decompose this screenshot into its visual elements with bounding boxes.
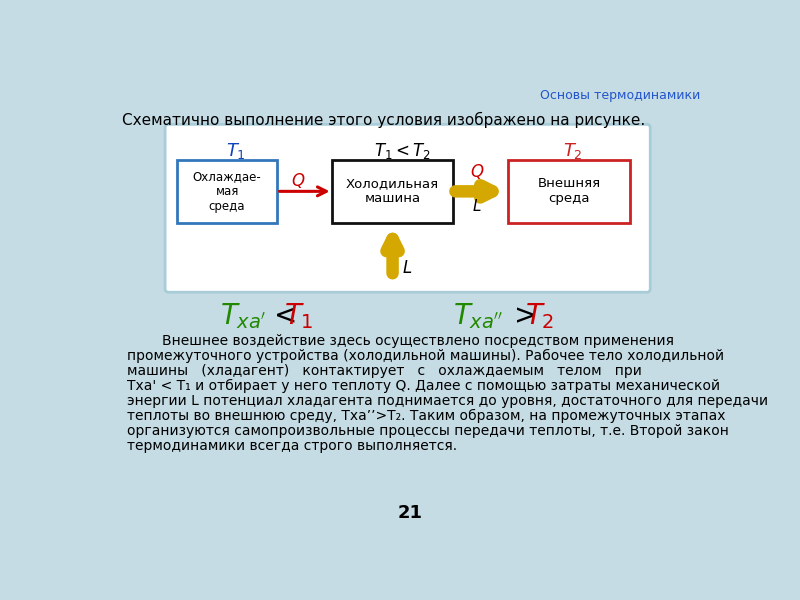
Text: $\mathit{L}$: $\mathit{L}$ — [402, 259, 412, 277]
Text: $\mathit{T}_2$: $\mathit{T}_2$ — [563, 141, 582, 161]
FancyBboxPatch shape — [177, 160, 278, 223]
FancyBboxPatch shape — [509, 160, 630, 223]
Text: Тха' < Т₁ и отбирает у него теплоту Q. Далее с помощью затраты механической: Тха' < Т₁ и отбирает у него теплоту Q. Д… — [127, 379, 720, 393]
Text: $\mathit{T}_{xa{}^{\prime}}$: $\mathit{T}_{xa{}^{\prime}}$ — [220, 301, 266, 331]
Text: Охлаждае-
мая
среда: Охлаждае- мая среда — [193, 170, 262, 213]
Text: $<$: $<$ — [268, 301, 296, 329]
FancyBboxPatch shape — [165, 124, 650, 292]
Text: теплоты во внешнюю среду, Тха’’>Т₂. Таким образом, на промежуточных этапах: теплоты во внешнюю среду, Тха’’>Т₂. Таки… — [127, 409, 726, 423]
Text: $\mathit{T}_1 < \mathit{T}_2$: $\mathit{T}_1 < \mathit{T}_2$ — [374, 141, 430, 161]
Text: Внешняя
среда: Внешняя среда — [538, 178, 601, 205]
Text: $\mathit{T}_2$: $\mathit{T}_2$ — [525, 301, 554, 331]
Text: $\mathit{Q}$: $\mathit{Q}$ — [470, 161, 484, 181]
Text: $\mathit{T}_1$: $\mathit{T}_1$ — [284, 301, 314, 331]
Text: Холодильная
машина: Холодильная машина — [346, 178, 439, 205]
Text: $\mathit{L}$: $\mathit{L}$ — [472, 197, 482, 214]
Text: организуются самопроизвольные процессы передачи теплоты, т.е. Второй закон: организуются самопроизвольные процессы п… — [127, 424, 729, 438]
Text: Основы термодинамики: Основы термодинамики — [540, 89, 701, 102]
Text: $\mathit{T}_{xa{}^{\prime\prime}}$: $\mathit{T}_{xa{}^{\prime\prime}}$ — [453, 301, 502, 331]
Text: Схематично выполнение этого условия изображено на рисунке.: Схематично выполнение этого условия изоб… — [122, 112, 645, 128]
Text: 21: 21 — [398, 505, 422, 523]
Text: $>$: $>$ — [509, 301, 536, 329]
FancyBboxPatch shape — [332, 160, 454, 223]
Text: энергии L потенциал хладагента поднимается до уровня, достаточного для передачи: энергии L потенциал хладагента поднимает… — [127, 394, 768, 408]
Text: $\mathit{T}_1$: $\mathit{T}_1$ — [226, 141, 246, 161]
Text: термодинамики всегда строго выполняется.: термодинамики всегда строго выполняется. — [127, 439, 458, 453]
Text: Внешнее воздействие здесь осуществлено посредством применения: Внешнее воздействие здесь осуществлено п… — [127, 334, 674, 348]
Text: промежуточного устройства (холодильной машины). Рабочее тело холодильной: промежуточного устройства (холодильной м… — [127, 349, 724, 363]
Text: машины   (хладагент)   контактирует   с   охлаждаемым   телом   при: машины (хладагент) контактирует с охлажд… — [127, 364, 642, 378]
Text: $\mathit{Q}$: $\mathit{Q}$ — [291, 171, 306, 190]
